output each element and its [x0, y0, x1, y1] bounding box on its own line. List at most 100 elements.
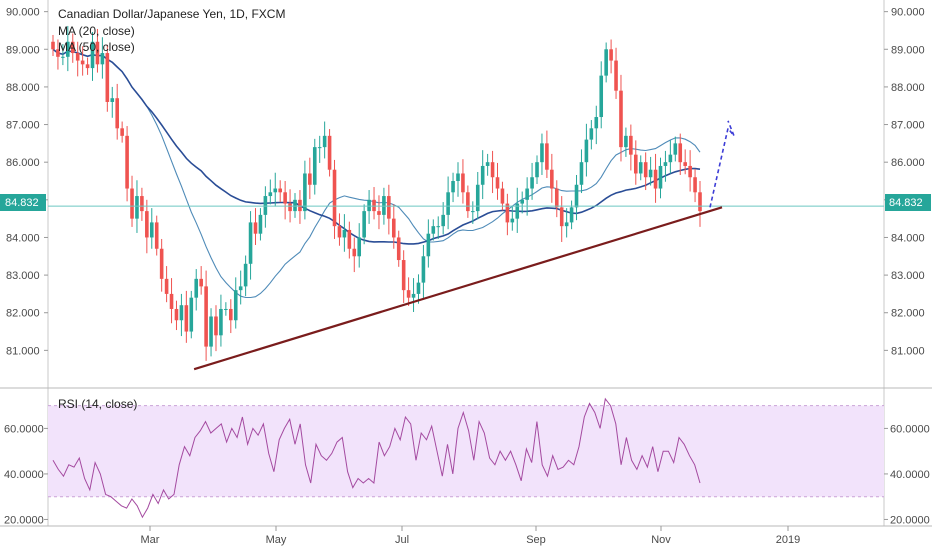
candle-body — [466, 192, 470, 212]
price-pane — [48, 0, 884, 388]
price-tick-right: 86.000 — [891, 157, 925, 169]
candle-body — [698, 192, 702, 212]
candle-body — [248, 222, 253, 264]
candle-body — [179, 305, 184, 321]
candle-body — [100, 53, 105, 65]
candle-body — [490, 162, 495, 178]
candle-body — [485, 162, 490, 166]
candle-body — [500, 188, 505, 204]
candle-body — [535, 162, 539, 178]
candle-body — [229, 308, 233, 321]
candle-body — [525, 188, 529, 200]
candle-body — [135, 196, 139, 219]
candle-body — [95, 41, 100, 65]
candle-body — [574, 184, 579, 208]
candle-body — [416, 282, 421, 294]
price-tick-left: 81.000 — [6, 345, 40, 357]
candle-body — [70, 41, 75, 54]
candle-body — [589, 128, 594, 140]
candle-body — [66, 41, 70, 57]
candle-body — [505, 203, 510, 223]
candle-body — [480, 165, 485, 185]
x-tick-label: Jul — [395, 534, 409, 546]
price-tick-left: 90.000 — [6, 7, 40, 19]
candle-body — [214, 316, 218, 336]
ma50-line — [52, 48, 701, 245]
rsi-tick-left: 40.0000 — [4, 469, 44, 481]
candle-body — [604, 49, 608, 76]
candle-body — [653, 169, 658, 189]
candle-body — [396, 237, 401, 261]
candle-body — [629, 135, 633, 155]
last-price-label-right: 84.832 — [889, 197, 923, 209]
rsi-band — [48, 405, 884, 497]
candle-body — [599, 75, 604, 118]
candle-body — [362, 211, 366, 238]
price-tick-left: 82.000 — [6, 308, 40, 320]
candle-body — [638, 162, 643, 174]
rsi-tick-left: 60.0000 — [4, 423, 44, 435]
candle-body — [90, 41, 95, 69]
candle-body — [322, 135, 327, 148]
candle-body — [347, 229, 352, 249]
candle-body — [406, 290, 411, 298]
price-tick-left: 84.000 — [6, 232, 40, 244]
last-price-tag-left — [0, 194, 46, 211]
price-tick-left: 87.000 — [6, 120, 40, 132]
candle-body — [263, 196, 268, 215]
candle-body — [238, 286, 243, 291]
candle-body — [110, 98, 115, 102]
candle-body — [391, 218, 396, 238]
candle-body — [154, 222, 159, 249]
candle-body — [688, 165, 692, 178]
price-tick-left: 83.000 — [6, 270, 40, 282]
candle-body — [426, 233, 431, 257]
candle-body — [125, 135, 129, 189]
candle-body — [268, 192, 273, 197]
chart-title: Canadian Dollar/Japanese Yen, 1D, FXCM — [58, 7, 285, 21]
candle-body — [372, 199, 376, 212]
candle-body — [648, 169, 653, 178]
rsi-tick-right: 60.0000 — [890, 423, 930, 435]
rsi-tick-right: 20.0000 — [890, 514, 930, 526]
legend-ma50: MA (50, close) — [58, 40, 135, 54]
candle-body — [174, 308, 179, 321]
candle-body — [130, 188, 134, 219]
candle-body — [253, 222, 258, 234]
candle-body — [436, 226, 441, 228]
candle-body — [520, 199, 524, 204]
candle-body — [564, 222, 569, 227]
candle-body — [673, 143, 678, 155]
candle-body — [451, 181, 455, 193]
candle-body — [693, 177, 697, 193]
candle-body — [609, 49, 613, 61]
candle-body — [559, 207, 564, 227]
candle-body — [421, 256, 426, 283]
price-tick-left: 89.000 — [6, 44, 40, 56]
candle-body — [85, 64, 90, 69]
candle-body — [298, 199, 302, 212]
ma20-line — [52, 48, 701, 299]
candle-body — [495, 177, 500, 189]
candle-body — [471, 211, 475, 213]
candle-body — [683, 162, 687, 166]
candle-body — [475, 184, 480, 212]
candle-body — [278, 188, 282, 193]
candle-body — [149, 222, 154, 238]
last-price-tag-right — [885, 194, 931, 211]
price-tick-right: 88.000 — [891, 82, 925, 94]
last-price-label-left: 84.832 — [5, 197, 39, 209]
x-tick-label: 2019 — [776, 534, 800, 546]
candle-body — [530, 177, 534, 189]
rsi-line — [52, 397, 701, 519]
price-tick-right: 87.000 — [891, 120, 925, 132]
candle-body — [159, 248, 164, 279]
candle-body — [446, 192, 450, 215]
candle-body — [663, 162, 668, 166]
candle-body — [120, 128, 124, 136]
candle-body — [105, 53, 110, 102]
price-tick-right: 89.000 — [891, 44, 925, 56]
candle-body — [219, 308, 223, 336]
candle-body — [614, 60, 618, 91]
candle-body — [288, 203, 292, 212]
